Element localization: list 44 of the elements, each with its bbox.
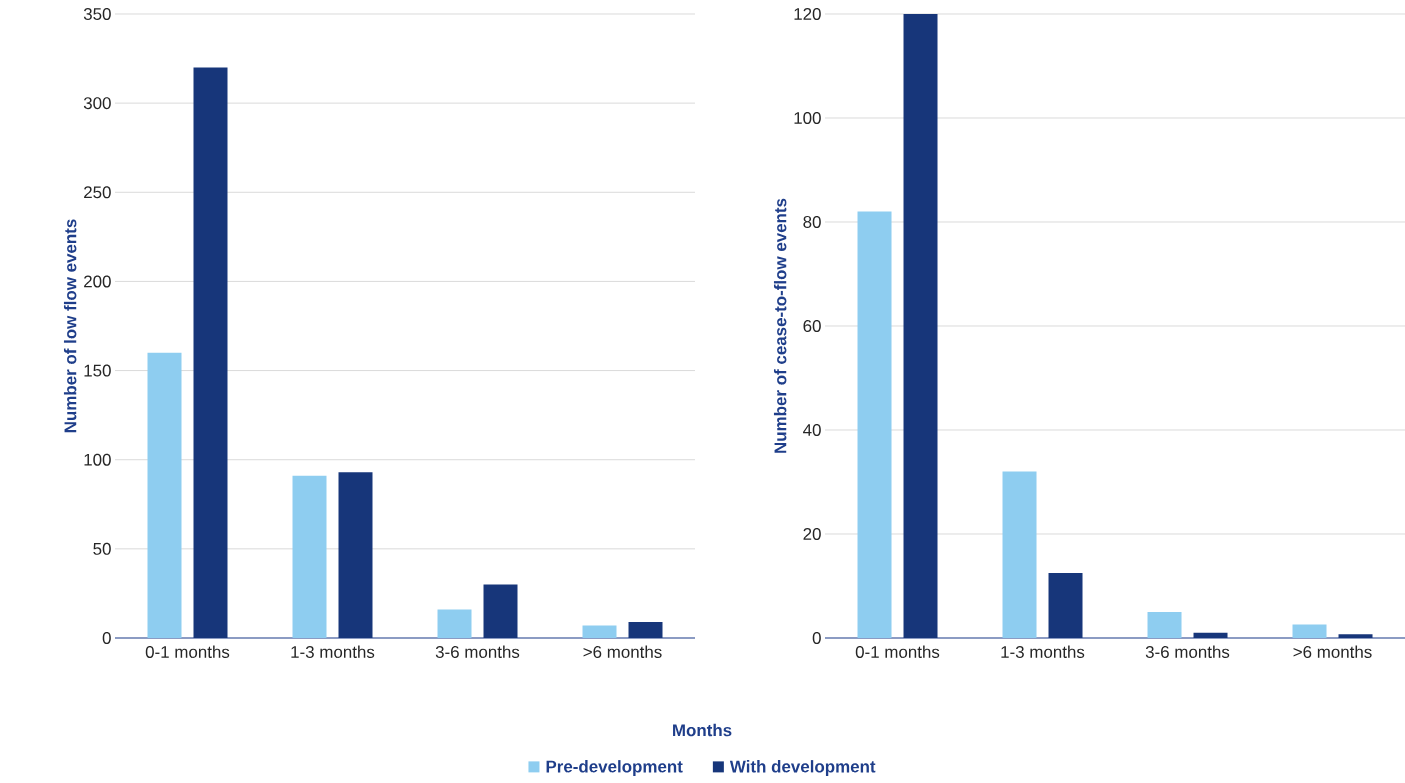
bar	[903, 13, 938, 638]
y-axis-title: Number of low flow events	[63, 219, 77, 433]
bar	[292, 475, 327, 638]
x-tick-label: 1-3 months	[1001, 645, 1085, 658]
y-tick-label: 60	[803, 320, 821, 332]
y-tick-label: 20	[803, 528, 821, 540]
x-tick-label: 3-6 months	[1145, 645, 1230, 658]
y-tick-label: 50	[93, 542, 111, 555]
bar	[1193, 632, 1228, 638]
bar	[147, 352, 182, 638]
bar	[483, 584, 518, 638]
bar	[582, 625, 617, 638]
y-axis-title: Number of cease-to-flow events	[773, 198, 787, 453]
bar	[1002, 471, 1037, 638]
y-tick-label: 100	[794, 111, 821, 124]
y-tick-label: 150	[84, 364, 111, 377]
bar	[1292, 624, 1327, 638]
bar	[338, 472, 373, 638]
y-tick-label: 350	[83, 7, 111, 20]
bar	[193, 67, 228, 638]
y-tick-label: 200	[84, 275, 111, 288]
x-tick-label: 3-6 months	[435, 645, 520, 658]
bar	[1048, 573, 1083, 638]
x-tick-label: >6 months	[1293, 645, 1372, 658]
y-tick-label: 120	[794, 7, 821, 20]
y-tick-label: 0	[812, 632, 821, 644]
x-tick-label: 0-1 months	[855, 645, 940, 658]
y-tick-label: 100	[84, 453, 111, 466]
bar	[628, 621, 663, 638]
x-tick-label: 1-3 months	[291, 645, 375, 658]
bar	[857, 211, 892, 638]
bar	[1338, 634, 1373, 638]
bar	[1147, 612, 1182, 638]
y-tick-label: 250	[84, 186, 111, 199]
y-tick-label: 40	[803, 424, 821, 436]
legend-label: Pre-development	[546, 760, 683, 776]
y-tick-label: 0	[102, 632, 111, 644]
bar	[437, 609, 472, 638]
y-tick-label: 300	[83, 97, 111, 110]
x-axis-title: Months	[673, 723, 732, 737]
legend-label: With development	[729, 760, 876, 776]
y-tick-label: 80	[803, 215, 821, 228]
x-tick-label: 0-1 months	[145, 645, 230, 658]
x-tick-label: >6 months	[583, 645, 662, 658]
